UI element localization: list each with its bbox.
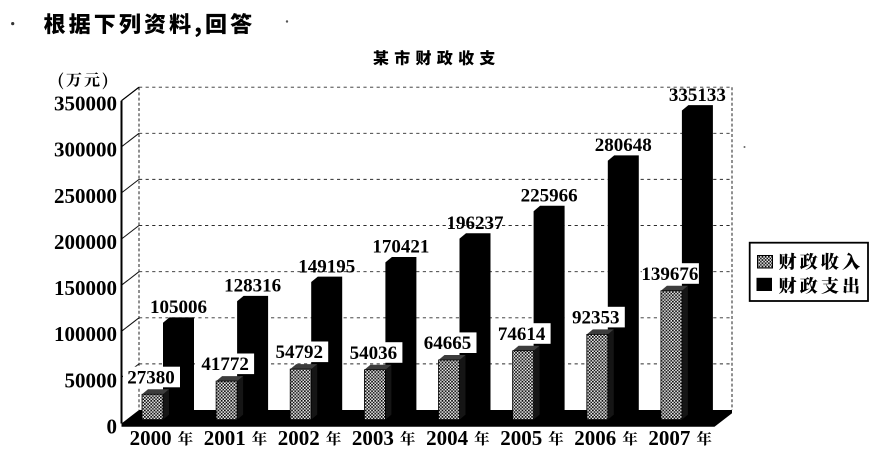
svg-text:41772: 41772 bbox=[201, 354, 249, 375]
svg-text:2007: 2007 bbox=[648, 426, 690, 450]
svg-text:250000: 250000 bbox=[54, 184, 117, 208]
svg-text:54036: 54036 bbox=[350, 343, 398, 364]
svg-text:139676: 139676 bbox=[641, 264, 698, 285]
svg-text:350000: 350000 bbox=[54, 92, 117, 116]
svg-text:100000: 100000 bbox=[54, 322, 117, 346]
svg-text:64665: 64665 bbox=[424, 333, 472, 354]
svg-text:300000: 300000 bbox=[54, 138, 117, 162]
svg-text:74614: 74614 bbox=[498, 324, 546, 345]
svg-text:105006: 105006 bbox=[150, 297, 207, 318]
svg-text:128316: 128316 bbox=[224, 276, 281, 297]
svg-text:92353: 92353 bbox=[572, 307, 620, 328]
svg-text:2000: 2000 bbox=[130, 426, 172, 450]
svg-text:225966: 225966 bbox=[521, 186, 578, 207]
svg-text:335133: 335133 bbox=[669, 85, 726, 106]
svg-text:0: 0 bbox=[107, 414, 118, 438]
svg-text:2002: 2002 bbox=[278, 426, 320, 450]
svg-text:200000: 200000 bbox=[54, 230, 117, 254]
svg-text:27380: 27380 bbox=[127, 367, 175, 388]
svg-text:54792: 54792 bbox=[275, 342, 323, 363]
svg-text:280648: 280648 bbox=[595, 135, 652, 156]
svg-text:149195: 149195 bbox=[298, 256, 355, 277]
svg-text:2005: 2005 bbox=[500, 426, 542, 450]
svg-text:196237: 196237 bbox=[447, 213, 505, 234]
svg-text:170421: 170421 bbox=[372, 237, 429, 258]
svg-text:2003: 2003 bbox=[352, 426, 394, 450]
svg-text:150000: 150000 bbox=[54, 276, 117, 300]
svg-text:2004: 2004 bbox=[426, 426, 469, 450]
svg-text:2001: 2001 bbox=[204, 426, 246, 450]
svg-text:2006: 2006 bbox=[574, 426, 616, 450]
svg-text:50000: 50000 bbox=[65, 368, 118, 392]
